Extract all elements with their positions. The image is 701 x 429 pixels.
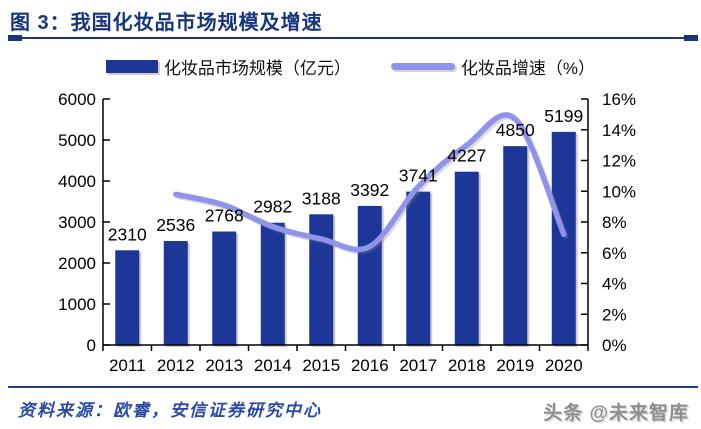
left-axis-tick: 6000 bbox=[58, 90, 96, 109]
watermark: 头条 @未来智库 bbox=[543, 403, 689, 424]
x-axis-label: 2012 bbox=[157, 356, 195, 375]
x-axis-label: 2017 bbox=[399, 356, 437, 375]
bar-2011 bbox=[115, 250, 140, 345]
bar-value-label: 4227 bbox=[447, 146, 486, 166]
x-axis-label: 2018 bbox=[448, 356, 486, 375]
right-axis-tick: 14% bbox=[602, 121, 636, 140]
x-axis-label: 2016 bbox=[351, 356, 389, 375]
right-axis-tick: 0% bbox=[602, 336, 627, 355]
right-axis-tick: 10% bbox=[602, 182, 636, 201]
bar-2016 bbox=[357, 205, 382, 345]
bar-value-label: 2536 bbox=[156, 215, 195, 235]
left-axis-tick: 5000 bbox=[58, 131, 96, 150]
bar-value-label: 3741 bbox=[399, 166, 438, 186]
left-axis-tick: 4000 bbox=[58, 172, 96, 191]
bar-2014 bbox=[260, 222, 285, 345]
left-axis-tick: 3000 bbox=[58, 213, 96, 232]
bar-value-label: 3188 bbox=[302, 188, 341, 208]
bar-2015 bbox=[309, 214, 334, 345]
legend-label-market-size: 化妆品市场规模（亿元） bbox=[163, 58, 351, 78]
bar-2019 bbox=[503, 146, 528, 345]
x-axis-label: 2014 bbox=[254, 356, 292, 375]
left-axis-tick: 2000 bbox=[58, 254, 96, 273]
bar-2018 bbox=[454, 171, 479, 345]
bar-value-label: 4850 bbox=[496, 120, 535, 140]
x-axis-label: 2013 bbox=[205, 356, 243, 375]
x-axis-label: 2020 bbox=[545, 356, 583, 375]
bar-2013 bbox=[212, 231, 237, 345]
source-note: 资料来源：欧睿，安信证券研究中心 bbox=[18, 401, 322, 420]
x-axis-label: 2015 bbox=[302, 356, 340, 375]
chart-legend: 化妆品市场规模（亿元） 化妆品增速（%） bbox=[0, 54, 701, 78]
footer-rule bbox=[8, 386, 698, 388]
bar-value-label: 3392 bbox=[350, 180, 389, 200]
title-rule bbox=[8, 35, 698, 41]
right-axis-tick: 6% bbox=[602, 244, 627, 263]
bar-value-label: 2982 bbox=[253, 197, 292, 217]
legend-item-growth: 化妆品增速（%） bbox=[390, 54, 596, 79]
bar-series-swatch bbox=[105, 59, 158, 73]
right-axis-tick: 2% bbox=[602, 305, 627, 324]
legend-item-market-size: 化妆品市场规模（亿元） bbox=[105, 54, 351, 79]
right-axis-tick: 12% bbox=[602, 152, 636, 171]
bar-2012 bbox=[163, 241, 188, 345]
bar-2017 bbox=[406, 191, 431, 345]
left-axis-tick: 1000 bbox=[58, 295, 96, 314]
x-axis-label: 2019 bbox=[496, 356, 534, 375]
left-axis-tick: 0 bbox=[87, 336, 96, 355]
legend-label-growth: 化妆品增速（%） bbox=[460, 58, 596, 78]
bar-value-label: 2768 bbox=[205, 206, 244, 226]
x-axis-label: 2011 bbox=[109, 356, 146, 375]
bar-value-label: 2310 bbox=[108, 224, 147, 244]
right-axis-tick: 4% bbox=[602, 275, 627, 294]
right-axis-tick: 8% bbox=[602, 213, 627, 232]
figure-title: 图 3：我国化妆品市场规模及增速 bbox=[10, 12, 323, 34]
right-axis-tick: 16% bbox=[602, 90, 636, 109]
bar-value-label: 5199 bbox=[544, 106, 583, 126]
growth-line bbox=[173, 112, 567, 253]
line-series-swatch bbox=[390, 62, 455, 70]
bar-2020 bbox=[551, 131, 576, 345]
